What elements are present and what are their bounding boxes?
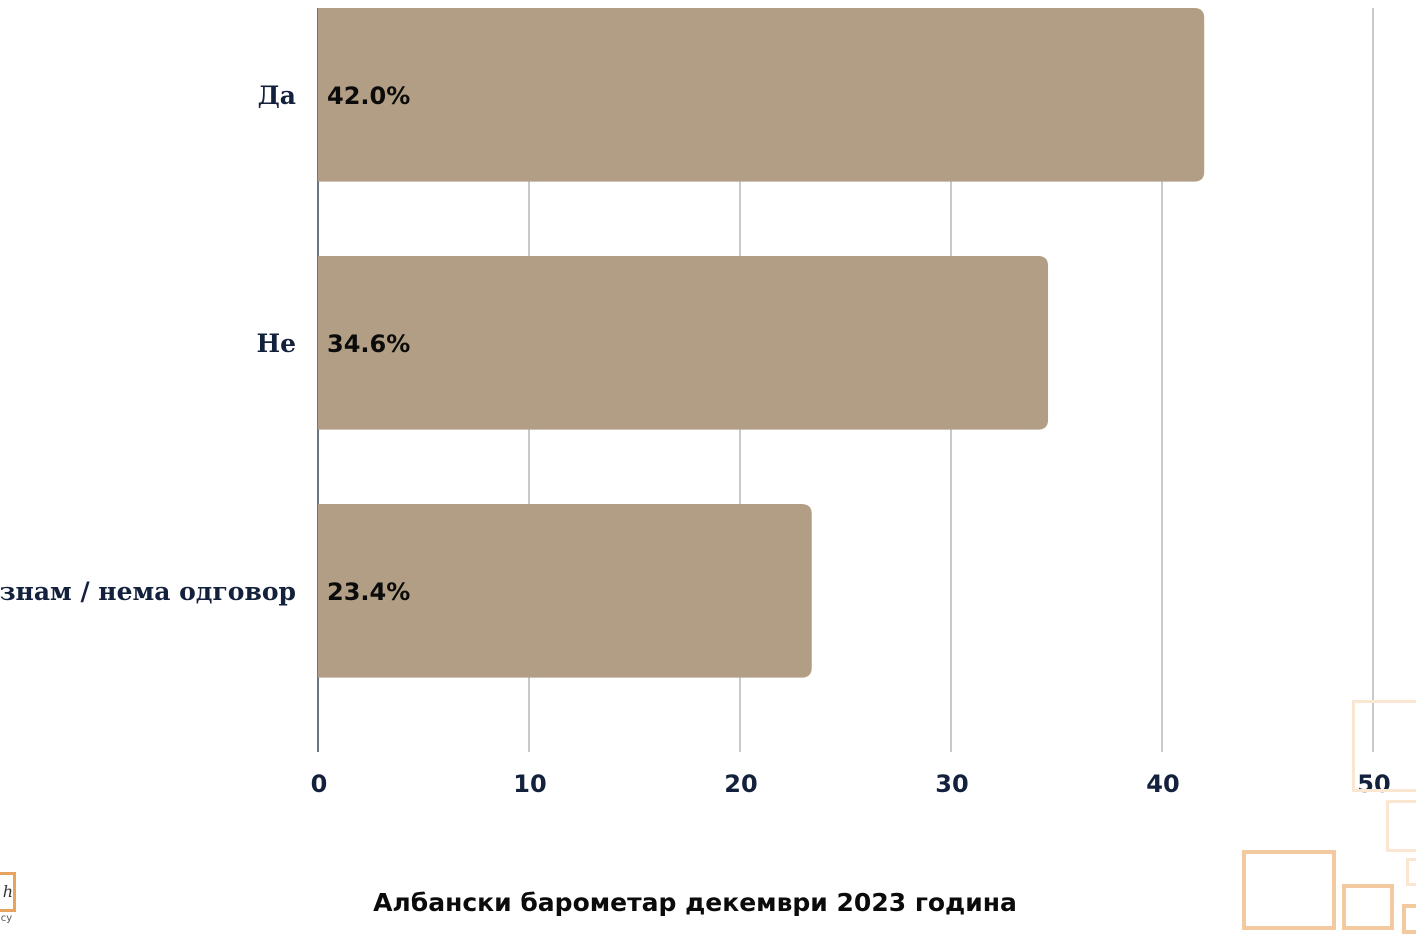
decorative-square bbox=[1402, 904, 1416, 934]
bar-layer bbox=[318, 8, 1205, 678]
decorative-square bbox=[1352, 700, 1416, 792]
x-tick-label: 0 bbox=[311, 770, 328, 798]
decorative-square bbox=[1406, 858, 1416, 886]
chart-caption: Албански барометар декември 2023 година bbox=[373, 888, 1017, 917]
bar bbox=[318, 256, 1049, 430]
bar bbox=[318, 504, 812, 678]
x-tick-label: 20 bbox=[724, 770, 757, 798]
logo-icon: ℎ bbox=[0, 872, 16, 912]
logo-subtext-icon: icy bbox=[0, 913, 13, 924]
decorative-square bbox=[1386, 800, 1416, 852]
x-tick-label: 40 bbox=[1146, 770, 1179, 798]
category-label: Не bbox=[256, 329, 296, 358]
x-tick-label: 10 bbox=[513, 770, 546, 798]
label-layer: 42.0% Да 34.6% Не 23.4% Не знам / нема одгово… bbox=[0, 81, 410, 606]
x-tick-label: 30 bbox=[935, 770, 968, 798]
category-label: Не знам / нема одговор bbox=[0, 577, 296, 606]
bar-value-label: 34.6% bbox=[327, 330, 410, 358]
decorative-square bbox=[1342, 884, 1394, 930]
decorative-square bbox=[1242, 850, 1336, 930]
tick-layer: 0 10 20 30 40 50 bbox=[311, 770, 1391, 798]
bar bbox=[318, 8, 1205, 182]
x-tick-label: 50 bbox=[1357, 770, 1390, 798]
category-label: Да bbox=[258, 81, 296, 110]
bar-value-label: 42.0% bbox=[327, 82, 410, 110]
bar-value-label: 23.4% bbox=[327, 578, 410, 606]
